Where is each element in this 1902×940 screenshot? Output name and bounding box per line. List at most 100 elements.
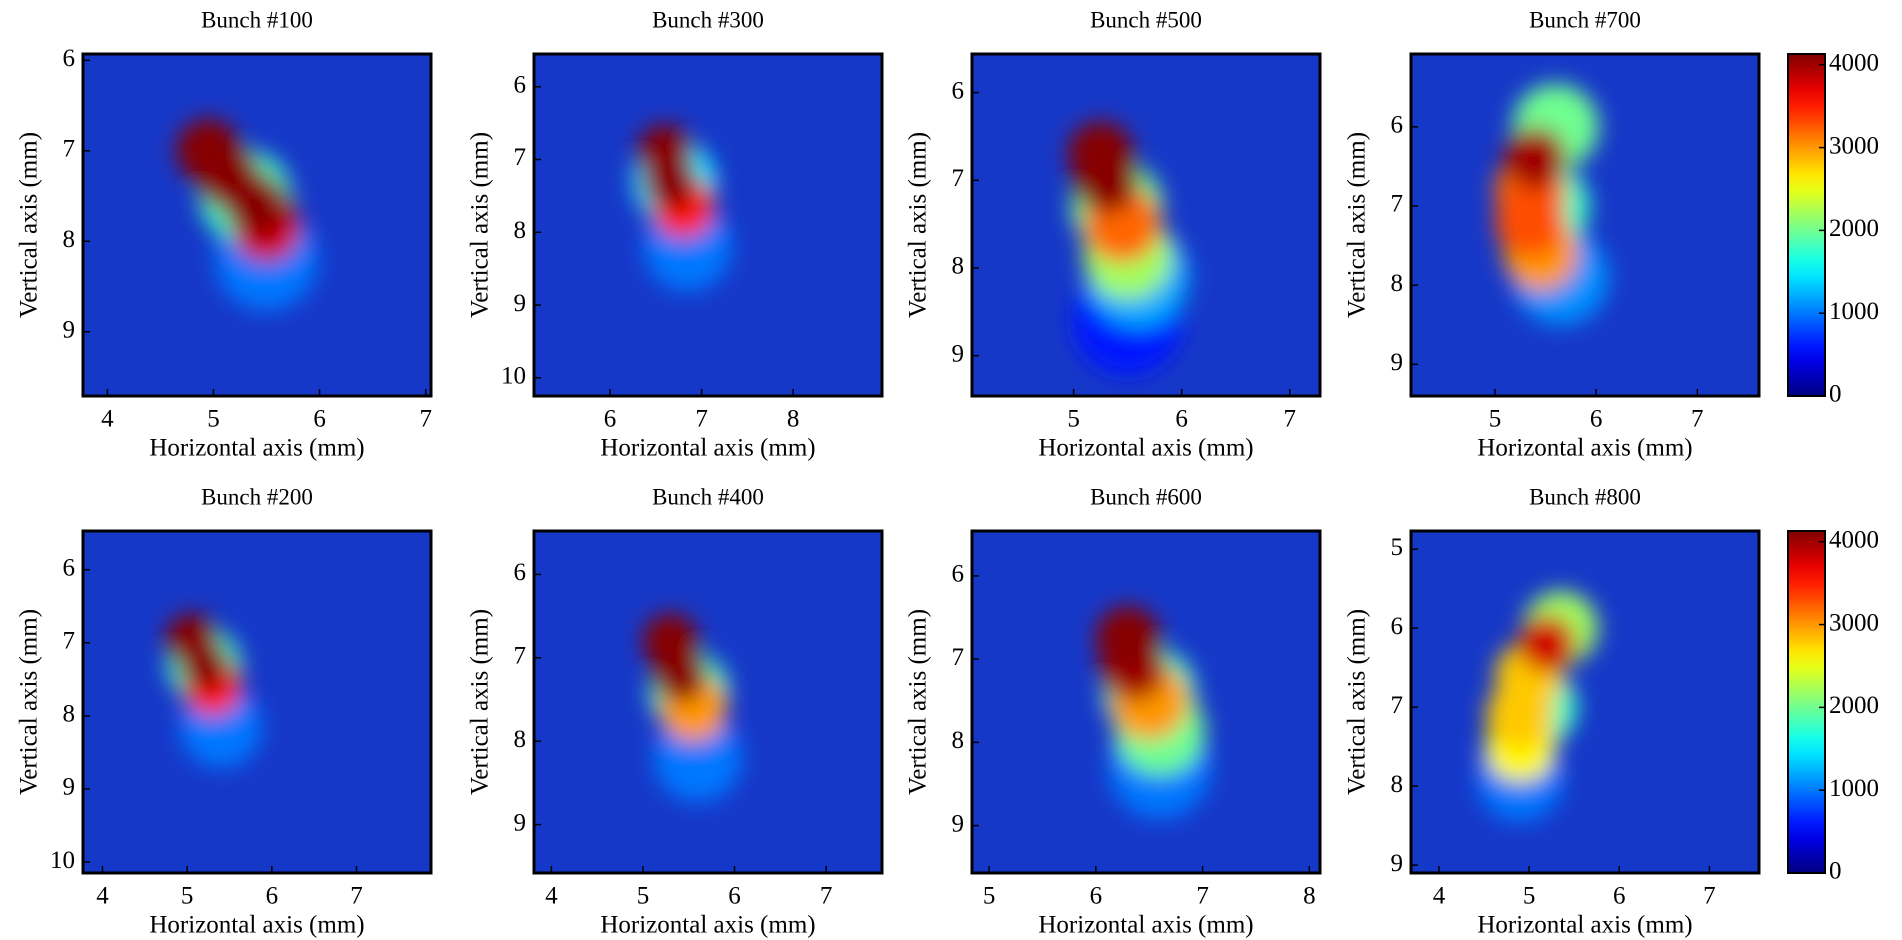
page: {"chart_data": [ {"type": "heatmap", "ti… (0, 0, 1902, 940)
x-tick-label: 6 (266, 883, 279, 910)
y-tick-label: 6 (1391, 613, 1404, 640)
intensity-point (224, 173, 288, 237)
y-tick-label: 7 (514, 144, 527, 171)
colorbar-tick-label: 2000 (1829, 692, 1879, 719)
x-tick-label: 7 (1196, 883, 1209, 910)
x-tick-label: 5 (1523, 883, 1536, 910)
x-tick-label: 5 (983, 883, 996, 910)
colorbar-tick-label: 2000 (1829, 215, 1879, 242)
panel-title: Bunch #800 (1529, 484, 1641, 509)
x-tick-label: 5 (1489, 406, 1502, 433)
x-axis-label: Horizontal axis (mm) (600, 435, 815, 462)
y-tick-label: 7 (1391, 692, 1404, 719)
x-tick-label: 4 (1433, 883, 1446, 910)
y-axis-label: Vertical axis (mm) (905, 609, 932, 795)
plot-background (83, 531, 431, 873)
intensity-point (1073, 148, 1138, 213)
y-axis-label: Vertical axis (mm) (1344, 132, 1371, 318)
x-tick-label: 7 (419, 406, 432, 433)
x-tick-label: 4 (545, 883, 558, 910)
y-tick-label: 7 (514, 643, 527, 670)
x-tick-label: 6 (1590, 406, 1603, 433)
x-tick-label: 7 (350, 883, 363, 910)
y-tick-label: 9 (514, 290, 527, 317)
y-tick-label: 8 (514, 217, 527, 244)
plot-background (1411, 531, 1759, 873)
panel-title: Bunch #300 (652, 7, 764, 32)
x-tick-label: 7 (1283, 406, 1296, 433)
panel: 45676789Bunch #100Horizontal axis (mm)Ve… (16, 7, 432, 461)
panel-title: Bunch #500 (1090, 7, 1202, 32)
y-axis-label: Vertical axis (mm) (16, 609, 43, 795)
panel-title: Bunch #600 (1090, 484, 1202, 509)
y-axis-label: Vertical axis (mm) (467, 132, 494, 318)
x-tick-label: 6 (1613, 883, 1626, 910)
x-tick-label: 8 (1303, 883, 1316, 910)
colorbar-tick-label: 4000 (1829, 49, 1879, 76)
y-tick-label: 9 (63, 774, 76, 801)
panel-title: Bunch #200 (201, 484, 313, 509)
colorbar-tick-label: 0 (1829, 381, 1842, 408)
y-tick-label: 6 (63, 45, 76, 72)
x-tick-label: 7 (695, 406, 708, 433)
y-tick-label: 9 (63, 316, 76, 343)
y-tick-label: 6 (63, 554, 76, 581)
panel: 56786789Bunch #600Horizontal axis (mm)Ve… (905, 484, 1320, 938)
panel-title: Bunch #700 (1529, 7, 1641, 32)
y-tick-label: 7 (952, 644, 965, 671)
x-axis-label: Horizontal axis (mm) (149, 435, 364, 462)
x-tick-label: 5 (207, 406, 220, 433)
x-axis-label: Horizontal axis (mm) (1038, 912, 1253, 939)
y-tick-label: 7 (63, 628, 76, 655)
colorbar-tick-label: 4000 (1829, 526, 1879, 553)
y-axis-label: Vertical axis (mm) (467, 609, 494, 795)
y-axis-label: Vertical axis (mm) (1344, 609, 1371, 795)
x-axis-label: Horizontal axis (mm) (1038, 435, 1253, 462)
x-tick-label: 5 (181, 883, 194, 910)
x-tick-label: 6 (604, 406, 617, 433)
intensity-point (1495, 187, 1565, 257)
y-tick-label: 9 (1391, 850, 1404, 877)
y-axis-label: Vertical axis (mm) (905, 132, 932, 318)
y-tick-label: 8 (63, 701, 76, 728)
intensity-point (652, 647, 707, 702)
y-tick-label: 6 (514, 559, 527, 586)
colorbar (1788, 54, 1825, 396)
x-tick-label: 7 (1691, 406, 1704, 433)
colorbar-tick-label: 1000 (1829, 298, 1879, 325)
y-tick-label: 8 (63, 226, 76, 253)
colorbar-tick-label: 3000 (1829, 132, 1879, 159)
x-axis-label: Horizontal axis (mm) (600, 912, 815, 939)
x-tick-label: 6 (1090, 883, 1103, 910)
y-tick-label: 7 (952, 165, 965, 192)
y-tick-label: 9 (952, 810, 965, 837)
panel-title: Bunch #400 (652, 484, 764, 509)
y-tick-label: 8 (1391, 270, 1404, 297)
y-tick-label: 5 (1391, 534, 1404, 561)
x-tick-label: 5 (1067, 406, 1080, 433)
y-tick-label: 10 (501, 363, 526, 390)
y-tick-label: 6 (514, 71, 527, 98)
y-axis-label: Vertical axis (mm) (16, 132, 43, 318)
intensity-point (1486, 681, 1554, 749)
x-tick-label: 5 (637, 883, 650, 910)
intensity-point (642, 154, 697, 209)
y-tick-label: 8 (1391, 771, 1404, 798)
x-tick-label: 6 (1175, 406, 1188, 433)
y-tick-label: 9 (1391, 349, 1404, 376)
y-tick-label: 7 (1391, 191, 1404, 218)
intensity-point (1504, 127, 1566, 189)
panel: 678678910Bunch #300Horizontal axis (mm)V… (467, 7, 882, 461)
x-tick-label: 7 (820, 883, 833, 910)
panel: 4567678910Bunch #200Horizontal axis (mm)… (16, 484, 431, 938)
intensity-point (1096, 606, 1160, 670)
intensity-point (179, 639, 230, 690)
x-tick-label: 6 (728, 883, 741, 910)
y-tick-label: 10 (50, 847, 75, 874)
colorbar-tick-label: 1000 (1829, 775, 1879, 802)
y-tick-label: 8 (952, 727, 965, 754)
y-tick-label: 9 (952, 340, 965, 367)
